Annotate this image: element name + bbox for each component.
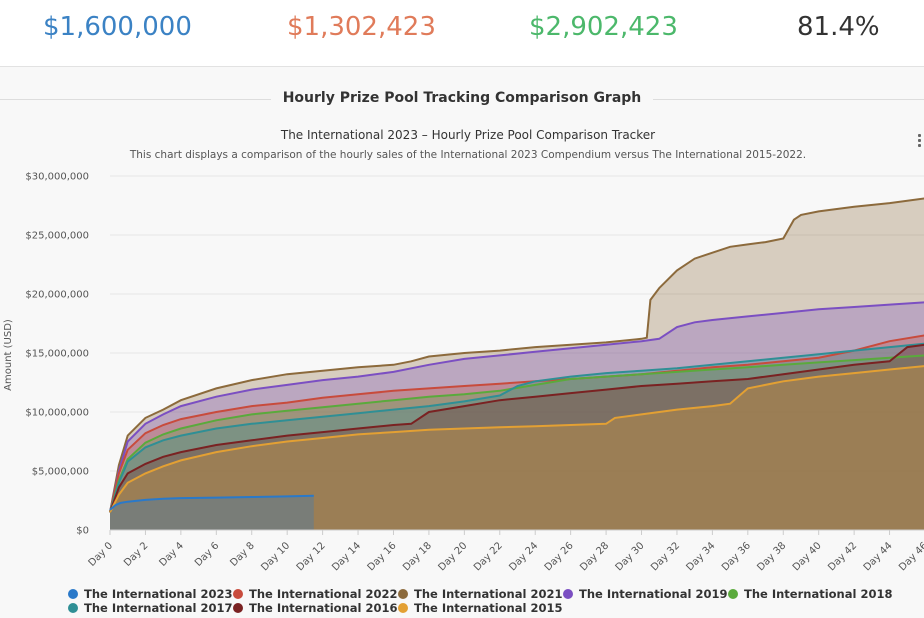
x-tick-label: Day 38 [755, 540, 788, 573]
x-tick-label: Day 6 [193, 540, 221, 568]
chart: The International 2023 – Hourly Prize Po… [3, 128, 924, 615]
stat-value-2: $1,302,423 [287, 12, 436, 42]
legend-marker [563, 589, 573, 599]
series-area [110, 335, 924, 530]
x-tick-label: Day 16 [366, 540, 399, 573]
y-tick-label: $20,000,000 [25, 290, 89, 301]
x-tick-label: Day 28 [578, 540, 611, 573]
stats-divider [0, 66, 924, 67]
x-tick-label: Day 34 [685, 540, 718, 573]
series-line [109, 342, 924, 513]
x-tick-label: Day 24 [507, 540, 540, 573]
stat-value-1: $1,600,000 [43, 12, 192, 42]
series-area [110, 198, 924, 530]
x-tick-label: Day 32 [649, 540, 682, 573]
chart-subtitle: This chart displays a comparison of the … [129, 149, 806, 161]
legend-label: The International 2022 [249, 587, 397, 601]
series-area [110, 495, 314, 530]
legend: The International 2023 The International … [68, 587, 892, 615]
legend-label: The International 2018 [744, 587, 892, 601]
y-tick-label: $25,000,000 [25, 231, 89, 242]
x-axis: Day 0 Day 2 Day 4 Day 6 Day 8 Day 10 Day 12 Day… [87, 529, 924, 573]
series-area [110, 355, 924, 530]
y-axis-label: Amount (USD) [3, 319, 14, 391]
series-line [109, 365, 924, 513]
menu-icon[interactable] [918, 134, 924, 148]
legend-label: The International 2023 [84, 587, 232, 601]
y-axis: $0 $5,000,000 $10,000,000 $15,000,000 $20,00… [25, 172, 89, 537]
x-tick-label: Day 42 [826, 540, 859, 573]
y-tick-label: $10,000,000 [25, 408, 89, 419]
x-tick-label: Day 26 [543, 540, 576, 573]
series-area [110, 343, 924, 530]
x-tick-label: Day 4 [157, 540, 185, 568]
chart-panel [0, 67, 924, 618]
series-line [109, 334, 924, 513]
legend-marker [68, 603, 78, 613]
section-title: Hourly Prize Pool Tracking Comparison Gr… [0, 90, 924, 106]
series-line [109, 301, 924, 513]
section-rule-right [640, 99, 924, 100]
legend-marker [68, 589, 78, 599]
legend-label: The International 2019 [579, 587, 727, 601]
x-tick-label: Day 8 [228, 540, 256, 568]
series-area [110, 366, 924, 530]
legend-marker [233, 603, 243, 613]
series-line [109, 197, 924, 513]
x-tick-label: Day 10 [259, 540, 292, 573]
legend-marker [398, 589, 408, 599]
x-tick-label: Day 36 [720, 540, 753, 573]
stat-value-3: $2,902,423 [529, 12, 678, 42]
series-area [110, 302, 924, 530]
legend-label: The International 2017 [84, 601, 232, 615]
series-lines [109, 197, 924, 513]
y-tick-label: $30,000,000 [25, 172, 89, 183]
x-tick-label: Day 18 [401, 540, 434, 573]
x-tick-label: Day 0 [87, 540, 115, 568]
series-line [109, 494, 314, 511]
series-areas [110, 198, 924, 530]
series-line [109, 354, 924, 513]
legend-label: The International 2016 [249, 601, 397, 615]
stats-bar: $1,600,000 $1,302,423 $2,902,423 81.4% [0, 0, 924, 66]
legend-marker [728, 589, 738, 599]
chart-title: The International 2023 – Hourly Prize Po… [280, 128, 655, 142]
y-tick-label: $15,000,000 [25, 349, 89, 360]
section-rule-left [0, 99, 296, 100]
legend-label: The International 2021 [414, 587, 562, 601]
x-tick-label: Day 22 [472, 540, 505, 573]
series-line [109, 343, 924, 513]
x-tick-label: Day 14 [330, 540, 363, 573]
y-tick-label: $5,000,000 [32, 467, 89, 478]
x-tick-label: Day 2 [122, 540, 150, 568]
chart-titles: The International 2023 – Hourly Prize Po… [129, 128, 806, 161]
legend-marker [233, 589, 243, 599]
series-area [110, 344, 924, 530]
legend-marker [398, 603, 408, 613]
x-tick-label: Day 40 [791, 540, 824, 573]
x-tick-label: Day 44 [862, 540, 895, 573]
x-tick-label: Day 20 [436, 540, 469, 573]
x-tick-label: Day 30 [614, 540, 647, 573]
stat-value-4: 81.4% [797, 12, 880, 42]
y-tick-label: $0 [76, 526, 89, 537]
x-tick-label: Day 46 [897, 540, 924, 573]
x-tick-label: Day 12 [295, 540, 328, 573]
legend-label: The International 2015 [414, 601, 562, 615]
